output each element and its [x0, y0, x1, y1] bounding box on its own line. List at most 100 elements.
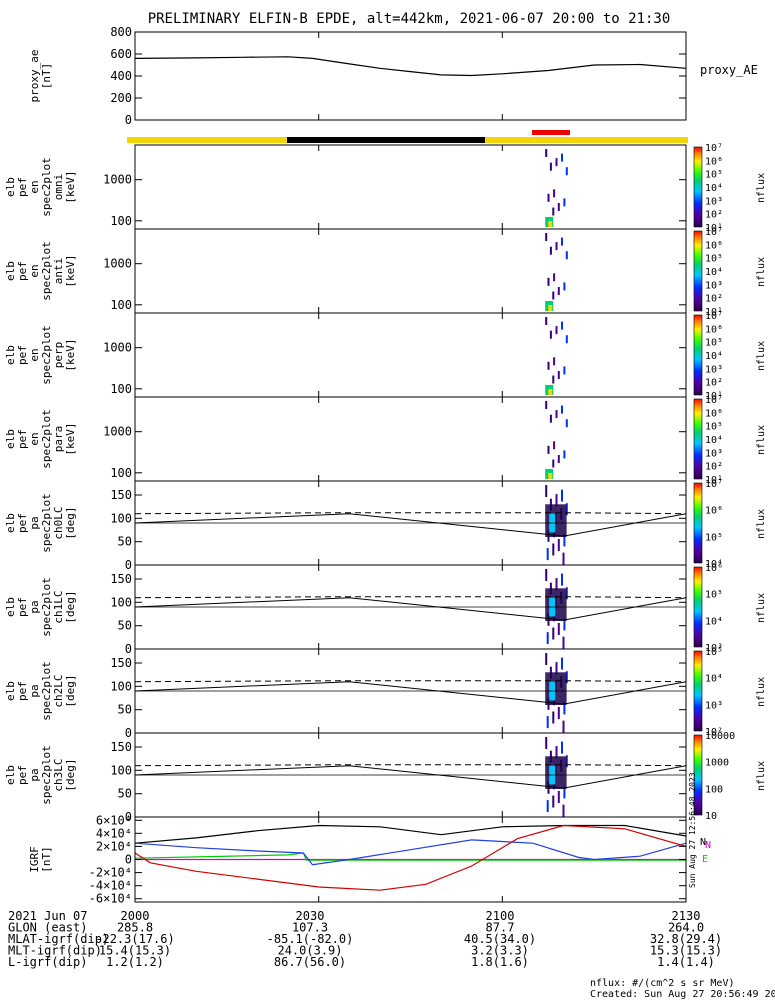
colorbar-tick-label: 10² — [705, 294, 723, 305]
created-note: Created: Sun Aug 27 20:56:49 2023 — [590, 989, 775, 1000]
spec-blob — [552, 543, 555, 556]
info-row-value: 2100 — [486, 909, 515, 923]
spec-blob — [557, 623, 560, 635]
series-line-3 — [134, 839, 687, 866]
panel-pa_ch3LC: 10 100 1000 10000 nflux 0 50 100 150 elb pef pa spec… — [4, 731, 767, 824]
y-axis-label: elb — [4, 429, 17, 449]
colorbar-tick-label: 10² — [705, 462, 723, 473]
info-row-value: 87.7 — [486, 921, 515, 935]
spec-blob — [557, 539, 560, 551]
y-axis-label: en — [28, 348, 41, 361]
info-row-value: 2130 — [672, 909, 701, 923]
y-axis-label: pa — [28, 768, 41, 781]
y-tick-label: 1000 — [103, 173, 132, 187]
y-axis-label: pef — [16, 513, 29, 533]
y-axis-label: elb — [4, 177, 17, 197]
colorbar-tick-label: 10² — [705, 378, 723, 389]
spec-blob — [547, 193, 550, 202]
spec-blob — [563, 618, 566, 631]
spec-blob — [561, 321, 563, 330]
legend-igrf-n: N — [700, 837, 706, 848]
panel-en_anti: 10¹ 10² 10³ 10⁴ 10⁵ 10⁶ 10⁷ nflux 100 1000 elb pef e… — [4, 227, 767, 318]
y-axis-label: [keV] — [64, 254, 77, 287]
spec-blob — [546, 800, 549, 813]
info-row-value: 32.8(29.4) — [650, 932, 722, 946]
spec-blob — [565, 167, 568, 176]
colorbar-tick-label: 10³ — [705, 364, 723, 375]
colorbar-tick-label: 10⁶ — [705, 156, 723, 167]
info-row-label: MLAT-igrf(dip) — [8, 932, 109, 946]
spec-blob — [555, 578, 558, 591]
panel-frame — [134, 396, 687, 482]
y-axis-label: en — [28, 432, 41, 445]
y-axis-label: ch1LC — [52, 590, 65, 623]
panel-en_para: 10¹ 10² 10³ 10⁴ 10⁵ 10⁶ 10⁷ nflux 100 1000 elb pef e… — [4, 395, 767, 486]
colorbar — [693, 146, 703, 228]
spec-blob — [563, 702, 566, 715]
spec-blob — [563, 198, 566, 207]
y-axis-label: elb — [4, 345, 17, 365]
y-axis-label: [deg] — [64, 758, 77, 791]
colorbar-tick-label: 10 — [705, 811, 717, 822]
colorbar — [693, 650, 703, 732]
y-axis-label: pa — [28, 516, 41, 529]
spec-blob — [563, 450, 566, 459]
y-tick-label: 6×10⁴ — [96, 813, 132, 827]
colorbar-tick-label: 10⁶ — [705, 240, 723, 251]
info-row-value: 3.2(3.3) — [471, 944, 529, 958]
y-axis-label: en — [28, 264, 41, 277]
info-row-value: 24.0(3.9) — [277, 944, 342, 958]
y-tick-label: -2×10⁴ — [89, 866, 132, 880]
colorbar-tick-label: 10⁴ — [705, 183, 723, 194]
spec-blob — [547, 445, 550, 454]
y-axis-label: [nT] — [40, 63, 53, 90]
spec-blob — [561, 405, 563, 414]
anti-loss-cone-line — [134, 596, 687, 599]
spec-blob — [561, 741, 563, 754]
y-tick-label: 4×10⁴ — [96, 826, 132, 840]
y-axis-label: proxy_ae — [28, 50, 41, 103]
y-axis-label: pef — [16, 177, 29, 197]
y-axis-label: [nT] — [40, 846, 53, 873]
y-axis-label: [deg] — [64, 590, 77, 623]
y-axis-label: spec2plot — [40, 325, 53, 385]
y-tick-label: 0 — [125, 853, 132, 867]
info-row-value: 15.3(15.3) — [650, 944, 722, 958]
panel-frame — [134, 144, 687, 230]
colorbar-tick-label: 10000 — [705, 731, 735, 742]
anti-loss-cone-line — [134, 764, 687, 767]
colorbar-tick-label: 10⁶ — [705, 563, 723, 574]
colorbar-tick-label: 10³ — [705, 280, 723, 291]
y-axis-label: para — [52, 426, 65, 453]
panel-en_omni: 10¹ 10² 10³ 10⁴ 10⁵ 10⁶ 10⁷ nflux 100 1000 elb pef e… — [4, 143, 767, 234]
colorbar — [693, 734, 703, 816]
y-tick-label: 0 — [125, 113, 132, 127]
panel-frame — [134, 31, 687, 121]
spec-blob — [565, 335, 568, 344]
spec-blob — [555, 662, 558, 675]
spec-blob — [563, 786, 566, 799]
panel-en_perp: 10¹ 10² 10³ 10⁴ 10⁵ 10⁶ 10⁷ nflux 100 1000 elb pef e… — [4, 311, 767, 402]
colorbar-label: nflux — [756, 677, 767, 707]
colorbar-tick-label: 10⁴ — [705, 267, 723, 278]
spec-blob — [562, 804, 565, 817]
spec-blob — [561, 573, 563, 586]
colorbar-label: nflux — [756, 341, 767, 371]
y-tick-label: 100 — [110, 679, 132, 693]
colorbar-tick-label: 10⁵ — [705, 254, 723, 265]
spec-block — [545, 756, 567, 789]
info-row-label: 2021 Jun 07 — [8, 909, 87, 923]
spec-blob — [561, 153, 563, 162]
anti-loss-cone-line — [134, 512, 687, 515]
spec-blob — [548, 473, 553, 479]
spec-block — [545, 672, 567, 705]
y-axis-label: pef — [16, 765, 29, 785]
colorbar-tick-label: 10⁶ — [705, 506, 723, 517]
colorbar-label: nflux — [756, 173, 767, 203]
info-row-value: 1.2(1.2) — [106, 955, 164, 969]
colorbar-label: nflux — [756, 257, 767, 287]
spec-blob — [549, 162, 552, 171]
spec-blob — [553, 441, 556, 450]
info-row-value: 1.4(1.4) — [657, 955, 715, 969]
